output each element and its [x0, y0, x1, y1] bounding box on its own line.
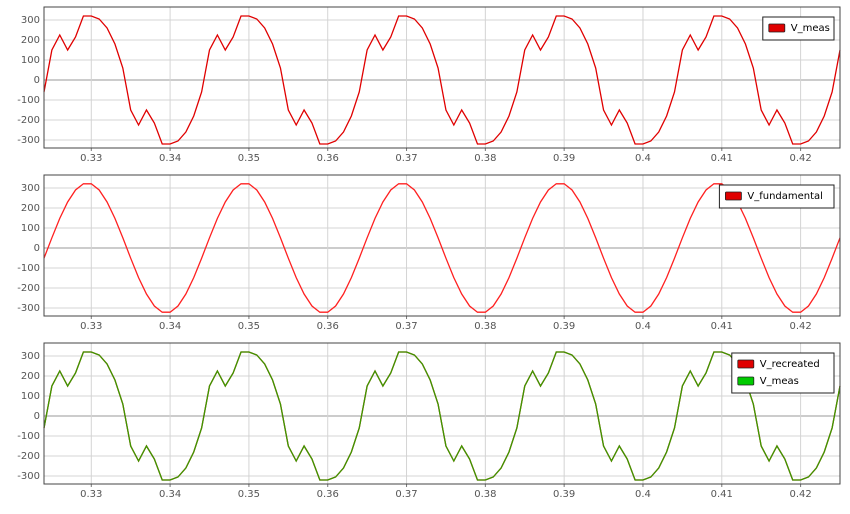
- x-tick-label: 0.4: [635, 489, 651, 500]
- series-line: [43, 15, 841, 145]
- subplot: -300 -200 -100 0 100 200 300 0.33 0.34 0.35 0.36 0.…: [17, 174, 841, 332]
- y-tick-label: -200: [17, 115, 40, 126]
- legend-box: [718, 184, 835, 209]
- x-tick-label: 0.35: [238, 489, 260, 500]
- y-tick-label: -300: [17, 303, 40, 314]
- legend: V_recreated V_meas: [731, 352, 835, 394]
- x-tick-label: 0.33: [80, 153, 102, 164]
- y-tick-label: -100: [17, 95, 40, 106]
- x-tick-label: 0.41: [711, 153, 733, 164]
- x-tick-label: 0.38: [474, 321, 496, 332]
- legend-swatch: [725, 191, 742, 201]
- legend-label: V_recreated: [760, 359, 820, 370]
- x-tick-label: 0.41: [711, 321, 733, 332]
- x-tick-label: 0.4: [635, 321, 651, 332]
- plot-frame: [43, 174, 841, 317]
- x-tick-label: 0.35: [238, 321, 260, 332]
- y-tick-label: 0: [34, 75, 40, 86]
- x-tick-label: 0.34: [159, 321, 181, 332]
- y-tick-label: -300: [17, 135, 40, 146]
- series-line: [43, 183, 841, 313]
- y-tick-label: -100: [17, 431, 40, 442]
- y-tick-label: 100: [21, 55, 40, 66]
- legend-swatch: [768, 23, 786, 33]
- x-tick-label: 0.42: [789, 321, 811, 332]
- y-tick-label: 300: [21, 183, 40, 194]
- y-tick-label: 100: [21, 223, 40, 234]
- y-tick-label: 0: [34, 411, 40, 422]
- y-tick-label: -300: [17, 471, 40, 482]
- legend: V_meas: [762, 16, 835, 41]
- legend: V_fundamental: [718, 184, 835, 209]
- legend-swatch: [737, 359, 755, 369]
- x-tick-label: 0.34: [159, 153, 181, 164]
- x-tick-label: 0.41: [711, 489, 733, 500]
- plot-frame: [43, 342, 841, 485]
- x-tick-label: 0.37: [395, 153, 417, 164]
- x-tick-label: 0.34: [159, 489, 181, 500]
- y-tick-label: 0: [34, 243, 40, 254]
- x-tick-label: 0.36: [317, 489, 339, 500]
- plot-area: [44, 7, 840, 148]
- subplot: -300 -200 -100 0 100 200 300 0.33 0.34 0.35 0.36 0.…: [17, 342, 841, 500]
- y-tick-label: -200: [17, 283, 40, 294]
- x-tick-label: 0.38: [474, 153, 496, 164]
- x-tick-label: 0.36: [317, 321, 339, 332]
- x-tick-label: 0.39: [553, 489, 575, 500]
- x-tick-label: 0.37: [395, 489, 417, 500]
- plot-frame: [43, 6, 841, 149]
- y-tick-label: 300: [21, 15, 40, 26]
- y-tick-label: -100: [17, 263, 40, 274]
- legend-swatch: [737, 376, 755, 386]
- y-tick-label: -200: [17, 451, 40, 462]
- x-tick-label: 0.35: [238, 153, 260, 164]
- legend-box: [762, 16, 835, 41]
- legend-label: V_fundamental: [747, 191, 823, 202]
- plot-area: [44, 175, 840, 316]
- y-tick-label: 200: [21, 203, 40, 214]
- legend-label: V_meas: [791, 23, 830, 34]
- y-tick-label: 200: [21, 371, 40, 382]
- series-line: [43, 351, 841, 481]
- y-tick-label: 200: [21, 35, 40, 46]
- x-tick-label: 0.33: [80, 489, 102, 500]
- x-tick-label: 0.36: [317, 153, 339, 164]
- x-tick-label: 0.38: [474, 489, 496, 500]
- x-tick-label: 0.39: [553, 153, 575, 164]
- x-tick-label: 0.39: [553, 321, 575, 332]
- subplot: -300 -200 -100 0 100 200 300 0.33 0.34 0.35 0.36 0.…: [17, 6, 841, 164]
- x-tick-label: 0.42: [789, 489, 811, 500]
- x-tick-label: 0.42: [789, 153, 811, 164]
- legend-label: V_meas: [760, 376, 799, 387]
- x-tick-label: 0.4: [635, 153, 651, 164]
- x-tick-label: 0.33: [80, 321, 102, 332]
- plot-area: [44, 343, 840, 484]
- y-tick-label: 100: [21, 391, 40, 402]
- x-tick-label: 0.37: [395, 321, 417, 332]
- y-tick-label: 300: [21, 351, 40, 362]
